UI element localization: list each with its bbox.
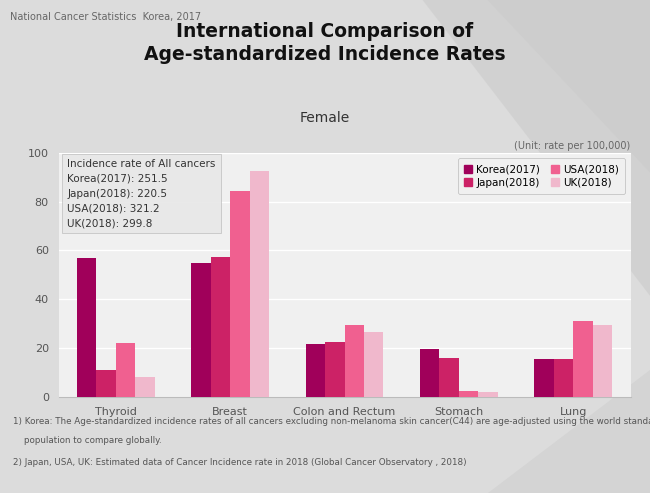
Polygon shape (358, 0, 650, 173)
Bar (325, 342, 344, 397)
Polygon shape (488, 370, 650, 493)
Text: population to compare globally.: population to compare globally. (13, 436, 162, 445)
Bar (306, 345, 325, 397)
Bar (116, 343, 135, 397)
Bar (211, 256, 230, 397)
Bar (439, 358, 459, 397)
Text: International Comparison of
Age-standardized Incidence Rates: International Comparison of Age-standard… (144, 22, 506, 64)
Polygon shape (227, 0, 650, 296)
Bar (230, 191, 250, 397)
Bar (344, 325, 364, 397)
Bar (554, 359, 573, 397)
Text: Incidence rate of All cancers
Korea(2017): 251.5
Japan(2018): 220.5
USA(2018): 3: Incidence rate of All cancers Korea(2017… (67, 159, 215, 228)
Text: National Cancer Statistics  Korea, 2017: National Cancer Statistics Korea, 2017 (10, 12, 201, 22)
Bar (459, 391, 478, 397)
Bar (250, 171, 269, 397)
Bar (593, 325, 612, 397)
Bar (573, 321, 593, 397)
Bar (420, 349, 439, 397)
Bar (534, 359, 554, 397)
Bar (96, 370, 116, 397)
Bar (364, 332, 384, 397)
Text: 2) Japan, USA, UK: Estimated data of Cancer Incidence rate in 2018 (Global Cance: 2) Japan, USA, UK: Estimated data of Can… (13, 458, 467, 466)
Bar (191, 263, 211, 397)
Legend: Korea(2017), Japan(2018), USA(2018), UK(2018): Korea(2017), Japan(2018), USA(2018), UK(… (458, 158, 625, 194)
Bar (77, 258, 96, 397)
Text: 1) Korea: The Age-standardized incidence rates of all cancers excluding non-mela: 1) Korea: The Age-standardized incidence… (13, 417, 650, 425)
Text: Female: Female (300, 111, 350, 125)
Bar (478, 392, 498, 397)
Bar (135, 377, 155, 397)
Text: (Unit: rate per 100,000): (Unit: rate per 100,000) (514, 141, 630, 150)
